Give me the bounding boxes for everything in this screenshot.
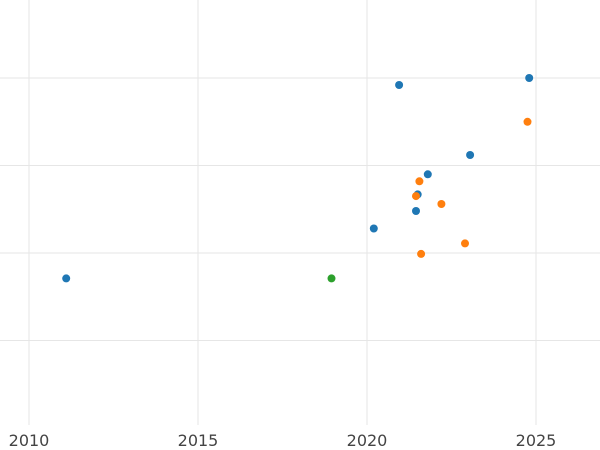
- data-point-series-2-5: [461, 239, 469, 248]
- x-tick-label: 2010: [9, 431, 50, 450]
- data-point-series-1-2: [369, 224, 378, 233]
- x-tick-label: 2015: [178, 431, 219, 450]
- data-point-series-2-2: [415, 177, 424, 186]
- data-point-series-2-3: [417, 249, 426, 258]
- data-point-series-1-3: [395, 81, 404, 89]
- data-point-series-2-6: [523, 117, 532, 126]
- x-tick-label: 2025: [516, 431, 557, 450]
- data-point-series-1-6: [423, 170, 432, 179]
- data-point-series-3-1: [327, 274, 336, 283]
- data-point-series-2-1: [412, 192, 420, 201]
- x-axis-tick-labels: 2010 2015 2020 2025: [9, 431, 557, 450]
- x-tick-label: 2020: [347, 431, 388, 450]
- data-point-series-1-4: [412, 207, 420, 215]
- data-point-series-2-4: [437, 200, 446, 208]
- data-point-series-1-1: [62, 274, 71, 283]
- x-gridlines: [28, 0, 537, 425]
- data-points: [62, 74, 534, 283]
- data-point-series-1-7: [466, 151, 475, 159]
- y-gridlines: [0, 77, 600, 341]
- data-point-series-1-8: [525, 74, 534, 82]
